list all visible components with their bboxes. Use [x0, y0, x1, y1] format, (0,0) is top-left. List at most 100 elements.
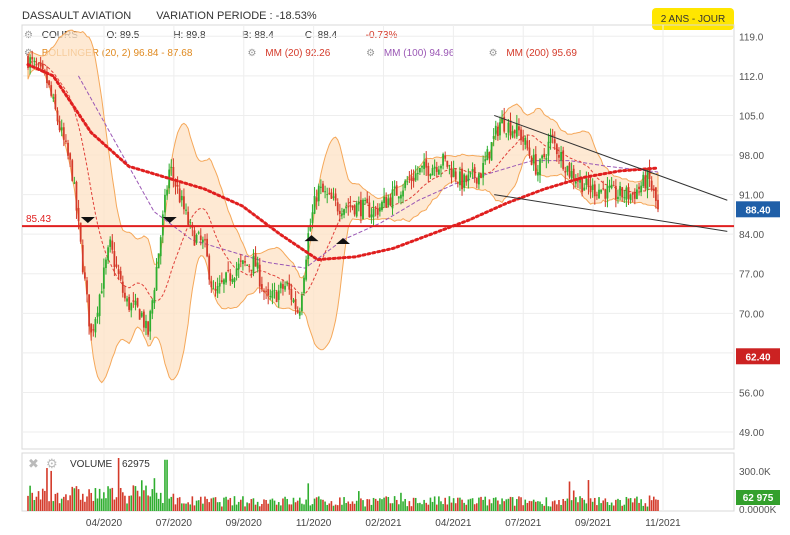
candle-body	[579, 178, 581, 183]
volume-bar	[524, 499, 527, 511]
candle-body	[296, 309, 299, 313]
x-tick-label: 09/2021	[575, 518, 612, 529]
candle-body	[56, 110, 59, 122]
candle-body	[627, 187, 630, 199]
candle-body	[178, 188, 181, 203]
volume-bar	[166, 459, 168, 511]
volume-bar	[623, 504, 626, 511]
candle-body	[174, 181, 177, 187]
candle-body	[456, 182, 459, 184]
candle-body	[159, 237, 162, 257]
candle-body	[275, 291, 278, 303]
gear-icon[interactable]: ⚙	[247, 48, 257, 59]
y-tick-label: 70.00	[739, 309, 764, 320]
volume-bar	[480, 496, 482, 511]
candle-body	[60, 127, 63, 131]
candle-body	[305, 259, 308, 280]
candle-body	[279, 283, 282, 289]
x-tick-label: 09/2020	[226, 518, 263, 529]
candle-body	[435, 167, 438, 172]
volume-bar	[296, 500, 299, 511]
candle-body	[536, 172, 539, 176]
gear-icon[interactable]: ⚙	[488, 48, 498, 59]
candle-body	[376, 209, 379, 215]
candle-body	[227, 269, 230, 271]
volume-bar	[208, 502, 211, 511]
candle-body	[362, 199, 364, 220]
candle-body	[568, 162, 571, 177]
volume-bar	[406, 506, 409, 511]
volume-bar	[309, 505, 312, 511]
volume-bar	[570, 500, 573, 511]
candle-body	[157, 253, 160, 269]
volume-bar	[513, 505, 516, 511]
candle-body	[602, 188, 605, 190]
volume-bar	[376, 500, 379, 511]
candle-body	[366, 198, 369, 204]
volume-bar	[143, 490, 145, 511]
volume-bar	[237, 501, 240, 511]
candle-body	[437, 169, 440, 175]
volume-bar	[292, 497, 295, 511]
volume-bar	[162, 503, 164, 511]
volume-bar	[248, 503, 251, 511]
volume-bar	[117, 458, 120, 511]
volume-bar	[467, 499, 470, 511]
triangle-up-icon	[304, 235, 319, 242]
x-tick-label: 04/2020	[86, 518, 123, 529]
candle-body	[440, 165, 442, 169]
legend-low: B: 88.4	[242, 30, 274, 41]
volume-bar	[303, 504, 305, 511]
volume-bar	[332, 505, 335, 511]
x-tick-label: 07/2021	[505, 518, 542, 529]
volume-bar	[433, 496, 436, 511]
volume-bar	[471, 498, 474, 511]
volume-bar	[199, 496, 202, 511]
candle-body	[96, 312, 99, 318]
candle-body	[172, 166, 175, 179]
volume-bar	[440, 501, 442, 511]
candle-body	[119, 271, 122, 280]
legend-mm20: MM (20) 92.26	[265, 48, 331, 59]
volume-bar	[549, 506, 552, 511]
volume-bar	[218, 502, 221, 511]
candle-body	[631, 192, 634, 195]
trendline	[494, 114, 728, 201]
close-icon[interactable]: ✖	[28, 456, 39, 471]
candle-body	[164, 194, 166, 213]
candle-body	[27, 56, 29, 68]
candle-body	[619, 185, 621, 196]
candle-body	[608, 186, 611, 188]
candle-body	[189, 222, 192, 224]
candle-body	[629, 194, 632, 201]
volume-bar	[442, 504, 444, 511]
gear-icon[interactable]: ⚙	[46, 456, 58, 471]
candle-body	[646, 170, 649, 191]
candle-body	[176, 184, 179, 187]
candle-body	[267, 289, 270, 296]
candle-body	[142, 311, 145, 328]
volume-bar	[105, 498, 107, 511]
gear-icon[interactable]: ⚙	[24, 30, 33, 41]
volume-bar	[77, 489, 80, 511]
volume-bar	[145, 485, 147, 511]
trendline	[494, 194, 728, 232]
candle-body	[431, 168, 434, 176]
volume-bar	[619, 500, 621, 511]
candle-body	[52, 97, 55, 99]
candle-body	[383, 196, 385, 204]
candle-body	[254, 253, 257, 267]
volume-bar	[631, 502, 634, 511]
candle-body	[421, 165, 423, 168]
candle-body	[161, 214, 164, 236]
volume-bar	[450, 502, 453, 511]
candle-body	[269, 295, 272, 297]
candle-body	[490, 142, 493, 161]
volume-bar	[223, 497, 225, 511]
volume-bar	[463, 502, 465, 511]
volume-bar	[88, 489, 90, 511]
candle-body	[258, 264, 261, 287]
candle-body	[303, 277, 305, 294]
gear-icon[interactable]: ⚙	[366, 48, 376, 59]
